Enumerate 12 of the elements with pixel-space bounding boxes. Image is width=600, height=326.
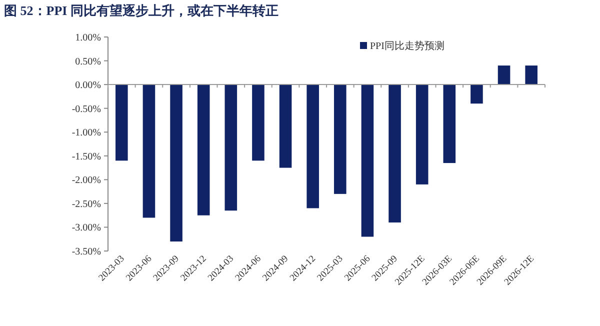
- y-tick-label: -3.00%: [72, 222, 101, 234]
- y-tick-label: 1.00%: [75, 32, 101, 44]
- y-tick-label: 0.00%: [75, 80, 101, 92]
- y-tick-label: -3.50%: [72, 246, 101, 258]
- y-tick-label: -0.50%: [72, 104, 101, 115]
- chart-title: 图 52：PPI 同比有望逐步上升，或在下半年转正: [4, 3, 278, 18]
- legend-label: PPI同比走势预测: [370, 40, 444, 52]
- y-tick-label: 0.50%: [75, 56, 101, 68]
- y-tick-label: -1.00%: [72, 128, 101, 139]
- y-tick-label: -2.00%: [72, 175, 101, 186]
- y-tick-label: -1.50%: [72, 151, 101, 162]
- y-tick-label: -2.50%: [72, 198, 101, 210]
